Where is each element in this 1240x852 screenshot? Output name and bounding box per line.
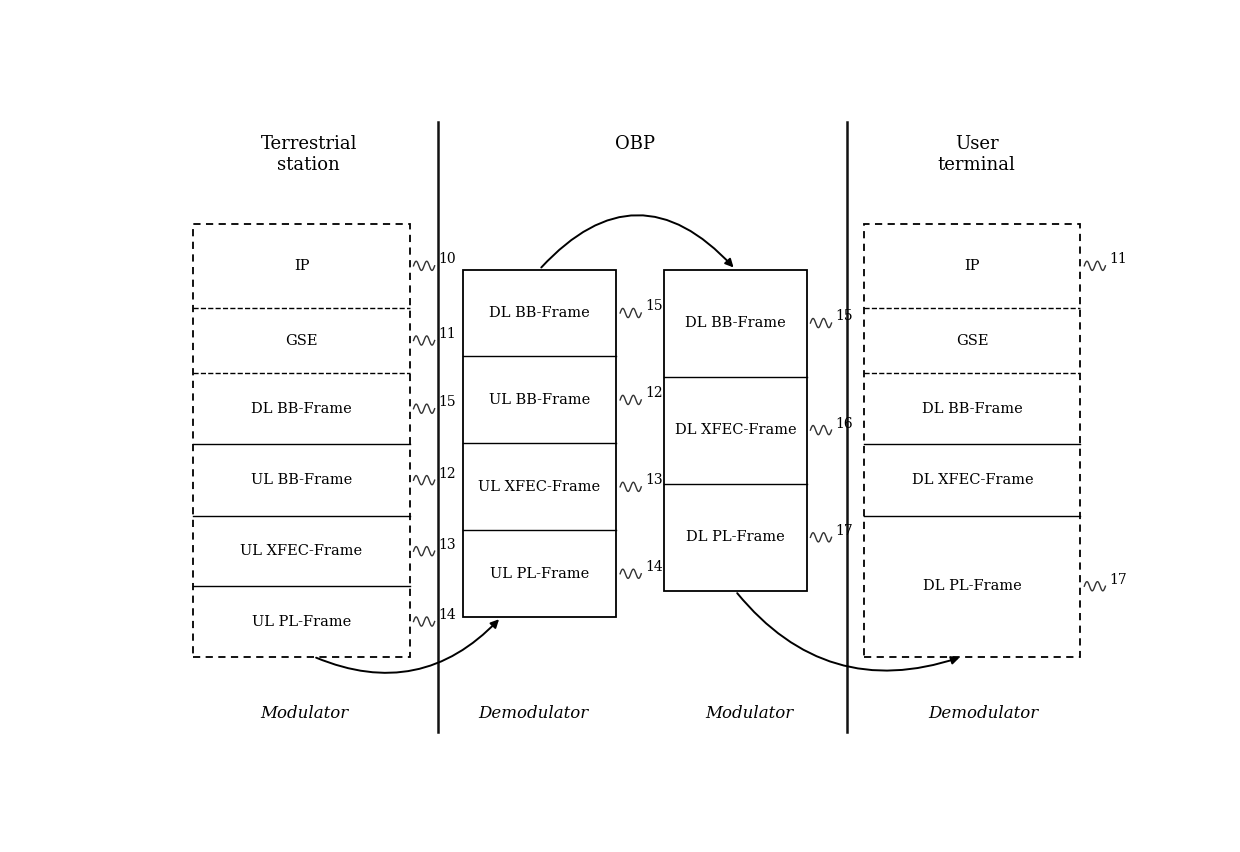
Text: DL PL-Frame: DL PL-Frame	[923, 579, 1022, 593]
Text: 12: 12	[439, 467, 456, 481]
Text: 17: 17	[1110, 573, 1127, 587]
Text: UL BB-Frame: UL BB-Frame	[250, 473, 352, 487]
Text: 15: 15	[439, 395, 456, 409]
Text: Demodulator: Demodulator	[479, 705, 589, 722]
Text: UL PL-Frame: UL PL-Frame	[490, 567, 589, 581]
Text: 17: 17	[836, 524, 853, 538]
Text: 14: 14	[439, 608, 456, 622]
Text: DL XFEC-Frame: DL XFEC-Frame	[911, 473, 1033, 487]
Text: UL XFEC-Frame: UL XFEC-Frame	[241, 544, 362, 558]
Bar	[463, 269, 616, 617]
Text: IP: IP	[965, 259, 980, 273]
Text: UL XFEC-Frame: UL XFEC-Frame	[479, 480, 600, 494]
Text: 10: 10	[439, 252, 456, 267]
Text: 14: 14	[645, 561, 663, 574]
Text: DL BB-Frame: DL BB-Frame	[923, 401, 1023, 416]
Text: 13: 13	[645, 473, 662, 487]
Text: OBP: OBP	[615, 135, 656, 153]
Text: 16: 16	[836, 417, 853, 430]
Bar	[665, 269, 806, 591]
Text: Modulator: Modulator	[704, 705, 794, 722]
Bar	[864, 223, 1080, 657]
Text: DL PL-Frame: DL PL-Frame	[686, 530, 785, 544]
Bar	[193, 223, 409, 657]
Text: Demodulator: Demodulator	[929, 705, 1039, 722]
Text: 15: 15	[645, 299, 662, 314]
Text: 15: 15	[836, 309, 853, 324]
Text: User
terminal: User terminal	[937, 135, 1016, 174]
Text: 13: 13	[439, 538, 456, 551]
Text: 12: 12	[645, 386, 662, 400]
Text: IP: IP	[294, 259, 309, 273]
Text: 11: 11	[439, 327, 456, 341]
Text: 11: 11	[1110, 252, 1127, 267]
Text: DL BB-Frame: DL BB-Frame	[489, 306, 590, 320]
Text: DL BB-Frame: DL BB-Frame	[252, 401, 352, 416]
Text: Modulator: Modulator	[260, 705, 348, 722]
Text: UL BB-Frame: UL BB-Frame	[489, 393, 590, 407]
Text: DL XFEC-Frame: DL XFEC-Frame	[675, 423, 796, 437]
Text: UL PL-Frame: UL PL-Frame	[252, 614, 351, 629]
Text: GSE: GSE	[956, 333, 988, 348]
Text: DL BB-Frame: DL BB-Frame	[684, 316, 786, 330]
Text: GSE: GSE	[285, 333, 317, 348]
Text: Terrestrial
station: Terrestrial station	[260, 135, 357, 174]
